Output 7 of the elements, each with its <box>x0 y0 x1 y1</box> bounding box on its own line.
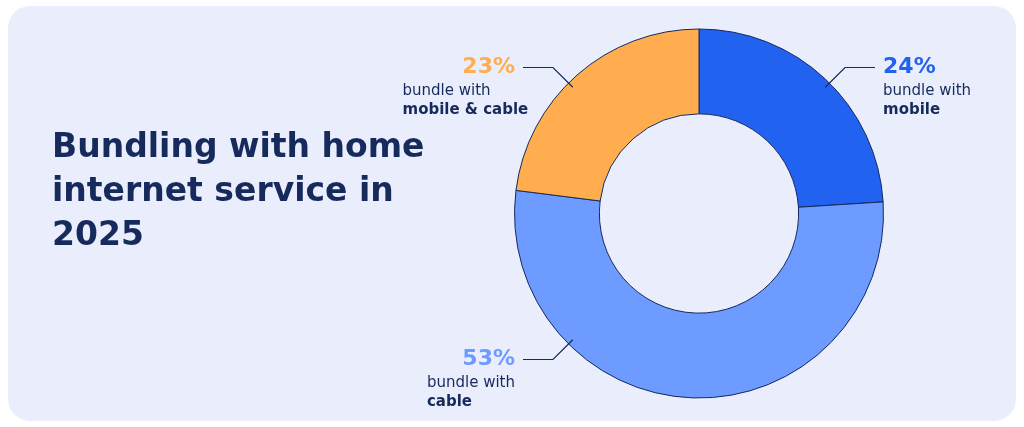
data-label: 23% <box>462 53 515 79</box>
text: Bundling with home internet service in 2025 <box>52 125 426 255</box>
slice-label: bundle with cable <box>426 373 515 411</box>
data-label: 24% <box>883 53 936 79</box>
data-label: 53% <box>462 345 515 371</box>
slice-label: bundle with mobile <box>883 81 972 119</box>
slice-label: bundle with mobile & cable <box>402 81 529 119</box>
